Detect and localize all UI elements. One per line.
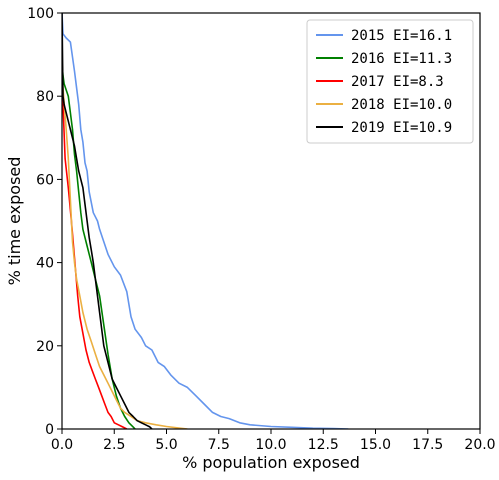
x-tick-label: 12.5 (308, 437, 339, 453)
series-line-1 (62, 62, 136, 429)
ticks-layer: 0.0 2.5 5.0 7.5 10.0 12.5 15.0 17.5 20.0 0 20 40 60 8… (27, 6, 495, 453)
series-layer (62, 13, 349, 429)
y-tick-label: 100 (27, 6, 54, 22)
y-tick-label: 60 (36, 172, 54, 188)
x-tick-label: 20.0 (464, 437, 495, 453)
y-tick-label: 20 (36, 339, 54, 355)
y-axis-label: % time exposed (5, 157, 24, 286)
legend: 2015 EI=16.1 2016 EI=11.3 2017 EI=8.3 2018 … (306, 19, 474, 144)
x-tick-label: 0.0 (51, 437, 73, 453)
series-line-4 (62, 13, 153, 429)
x-tick-label: 7.5 (208, 437, 230, 453)
x-tick-label: 17.5 (412, 437, 443, 453)
legend-entry-label: 2016 EI=11.3 (351, 51, 452, 67)
series-line-0 (62, 13, 349, 429)
legend-entry-label: 2019 EI=10.9 (351, 120, 452, 136)
y-tick-label: 0 (45, 422, 54, 438)
legend-entry-label: 2015 EI=16.1 (351, 28, 452, 44)
x-tick-label: 15.0 (360, 437, 391, 453)
y-tick-label: 80 (36, 89, 54, 105)
legend-entry-label: 2018 EI=10.0 (351, 97, 452, 113)
x-tick-label: 5.0 (155, 437, 177, 453)
x-tick-label: 10.0 (255, 437, 286, 453)
series-line-3 (62, 75, 188, 429)
y-tick-label: 40 (36, 256, 54, 272)
legend-box (306, 19, 474, 144)
legend-entry-label: 2017 EI=8.3 (351, 74, 444, 90)
x-tick-label: 2.5 (103, 437, 125, 453)
x-axis-label: % population exposed (182, 453, 360, 472)
